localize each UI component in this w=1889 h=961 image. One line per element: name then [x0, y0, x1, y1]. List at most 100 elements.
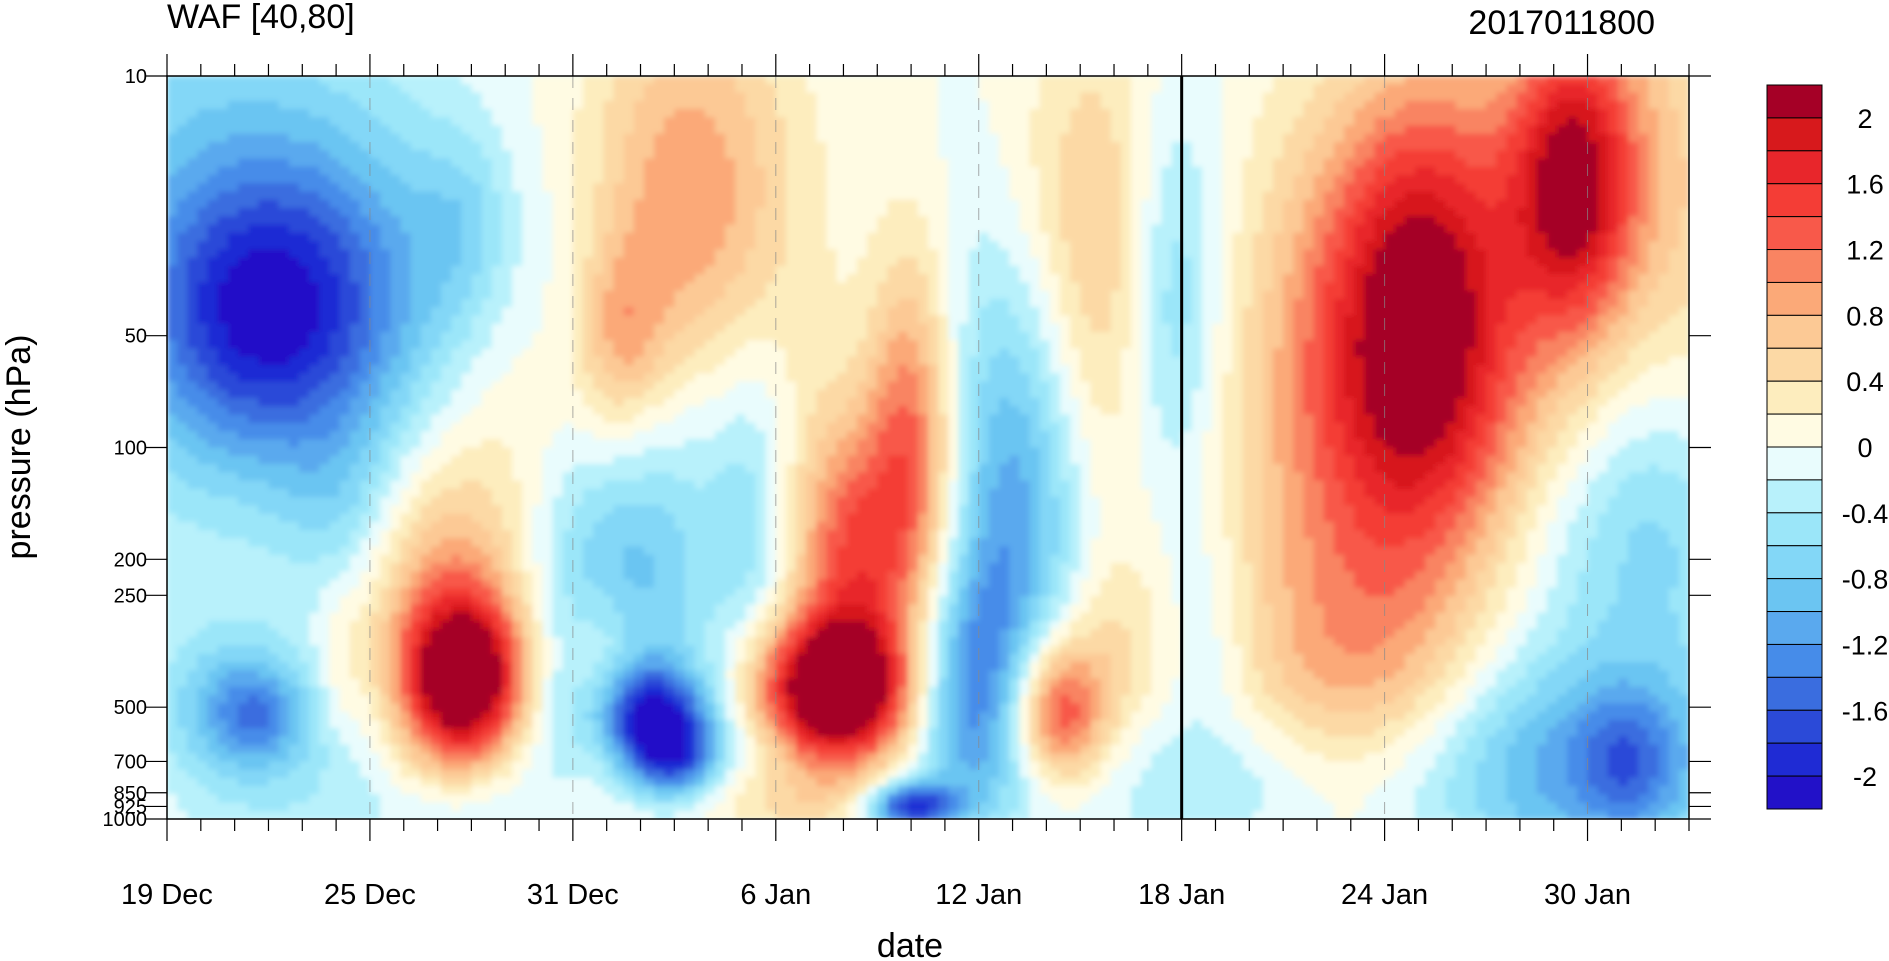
field-cell	[238, 298, 249, 308]
field-cell	[1242, 117, 1254, 127]
field-cell	[451, 265, 463, 275]
field-cell	[1617, 340, 1629, 350]
field-cell	[1617, 323, 1629, 333]
field-cell	[836, 290, 848, 300]
field-cell	[1303, 117, 1315, 127]
field-cell	[765, 290, 777, 300]
field-cell	[1425, 199, 1437, 209]
field-cell	[948, 76, 960, 86]
field-cell	[725, 290, 737, 300]
field-cell	[958, 224, 970, 234]
field-cell	[856, 274, 868, 284]
field-cell	[1333, 125, 1345, 135]
field-cell	[1486, 166, 1498, 176]
field-cell	[1546, 274, 1558, 284]
field-cell	[491, 76, 503, 86]
field-cell	[897, 199, 909, 209]
field-cell	[501, 208, 513, 218]
field-cell	[288, 191, 300, 201]
field-cell	[420, 92, 432, 102]
field-cell	[380, 298, 392, 308]
field-cell	[1283, 241, 1295, 251]
field-cell	[1516, 84, 1528, 94]
field-cell	[1546, 125, 1558, 135]
field-cell	[1455, 175, 1467, 185]
field-cell	[1617, 183, 1629, 193]
field-cell	[1232, 76, 1244, 86]
field-cell	[197, 232, 209, 242]
field-cell	[1617, 265, 1629, 275]
field-cell	[1283, 323, 1295, 333]
field-cell	[1100, 208, 1112, 218]
field-cell	[1445, 340, 1457, 350]
field-cell	[1130, 307, 1142, 317]
field-cell	[522, 84, 534, 94]
field-cell	[1567, 175, 1579, 185]
field-cell	[684, 84, 696, 94]
field-cell	[1100, 331, 1112, 341]
field-cell	[978, 133, 990, 143]
field-cell	[532, 323, 544, 333]
field-cell	[887, 150, 899, 160]
field-cell	[1557, 133, 1569, 143]
field-cell	[278, 224, 290, 234]
field-cell	[867, 191, 879, 201]
field-cell	[471, 340, 483, 350]
field-cell	[491, 133, 503, 143]
field-cell	[1526, 224, 1538, 234]
field-cell	[1019, 166, 1031, 176]
field-cell	[461, 150, 473, 160]
field-cell	[1141, 282, 1153, 292]
field-cell	[1293, 315, 1305, 325]
field-cell	[501, 224, 513, 234]
field-cell	[674, 331, 686, 341]
field-cell	[207, 166, 219, 176]
field-cell	[451, 150, 463, 160]
field-cell	[309, 208, 320, 218]
field-cell	[1141, 183, 1153, 193]
field-cell	[258, 348, 270, 358]
field-cell	[1080, 84, 1092, 94]
field-cell	[1019, 76, 1031, 86]
field-cell	[826, 307, 838, 317]
field-cell	[1668, 199, 1680, 209]
field-cell	[643, 125, 655, 135]
field-cell	[816, 166, 828, 176]
field-cell	[1597, 232, 1609, 242]
field-cell	[1384, 298, 1396, 308]
field-cell	[897, 257, 909, 267]
field-cell	[217, 249, 229, 259]
field-cell	[1546, 150, 1558, 160]
field-cell	[816, 125, 828, 135]
field-cell	[167, 298, 178, 308]
field-cell	[572, 224, 584, 234]
field-cell	[1171, 133, 1183, 143]
field-cell	[1648, 183, 1660, 193]
field-cell	[1597, 265, 1609, 275]
field-cell	[309, 150, 320, 160]
field-cell	[1110, 133, 1122, 143]
field-cell	[907, 183, 919, 193]
field-cell	[339, 307, 351, 317]
field-cell	[948, 191, 960, 201]
field-cell	[1415, 257, 1426, 267]
field-cell	[1678, 315, 1689, 325]
field-cell	[349, 282, 361, 292]
field-cell	[511, 117, 523, 127]
field-cell	[167, 109, 178, 119]
field-cell	[714, 76, 726, 86]
field-cell	[471, 142, 483, 152]
field-cell	[177, 290, 189, 300]
field-cell	[1638, 199, 1650, 209]
field-cell	[1658, 323, 1670, 333]
field-cell	[440, 125, 452, 135]
field-cell	[1597, 125, 1609, 135]
field-cell	[735, 142, 747, 152]
field-cell	[268, 175, 280, 185]
field-cell	[684, 331, 696, 341]
field-cell	[664, 323, 676, 333]
field-cell	[735, 257, 747, 267]
field-cell	[684, 142, 696, 152]
field-cell	[339, 84, 351, 94]
field-cell	[1475, 340, 1487, 350]
